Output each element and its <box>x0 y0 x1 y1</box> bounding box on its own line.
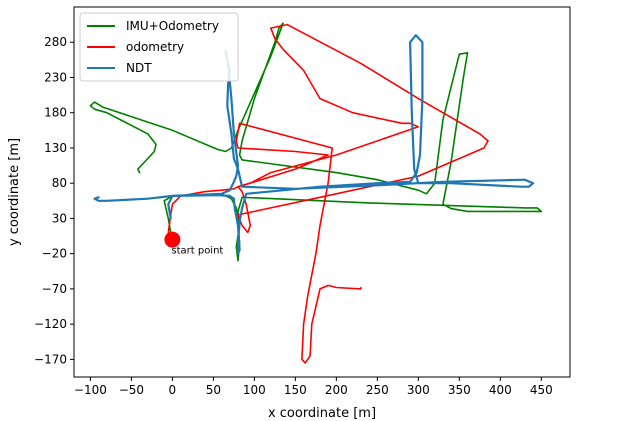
y-tick-label: 230 <box>44 70 67 84</box>
x-tick-label: 200 <box>325 383 348 397</box>
plot-frame <box>73 6 571 378</box>
x-tick-label: 100 <box>243 383 266 397</box>
x-tick-label: −100 <box>74 383 107 397</box>
x-tick-label: 400 <box>489 383 512 397</box>
legend-label: IMU+Odometry <box>126 19 219 33</box>
x-tick-label: 150 <box>284 383 307 397</box>
series-line-imu-odometry <box>89 22 543 262</box>
x-tick-label: 250 <box>366 383 389 397</box>
series-line-odometry <box>167 23 489 364</box>
y-tick-label: −70 <box>42 282 67 296</box>
x-tick-label: 450 <box>530 383 553 397</box>
series-line-ndt <box>93 34 535 255</box>
y-tick-label: 80 <box>52 176 67 190</box>
y-tick-label: 30 <box>52 211 67 225</box>
x-axis: −100 −50 0 50 100 150 200 250 300 350 400 450 <box>74 377 553 397</box>
y-tick-label: −20 <box>42 247 67 261</box>
legend-items: IMU+Odometry odometry NDT <box>87 19 219 75</box>
x-tick-label: 50 <box>206 383 221 397</box>
x-tick-label: 0 <box>169 383 177 397</box>
x-tick-label: 300 <box>407 383 430 397</box>
legend: IMU+Odometry odometry NDT <box>79 12 239 82</box>
start-point-annotation: start point <box>171 246 223 257</box>
y-axis: −170 −120 −70 −20 30 80 130 180 230 280 <box>34 35 74 366</box>
y-tick-label: −170 <box>34 352 67 366</box>
series-layer <box>89 22 543 364</box>
y-tick-label: 130 <box>44 141 67 155</box>
legend-box <box>79 12 239 82</box>
y-tick-label: −120 <box>34 317 67 331</box>
start-point-marker <box>164 231 181 248</box>
legend-label: NDT <box>126 61 152 75</box>
y-tick-label: 280 <box>44 35 67 49</box>
x-tick-label: 350 <box>448 383 471 397</box>
y-tick-label: 180 <box>44 106 67 120</box>
y-axis-label: y coordinate [m] <box>7 138 22 246</box>
legend-label: odometry <box>126 40 184 54</box>
marker-layer: start point <box>164 231 223 257</box>
x-tick-label: −50 <box>119 383 144 397</box>
x-axis-label: x coordinate [m] <box>268 406 376 421</box>
